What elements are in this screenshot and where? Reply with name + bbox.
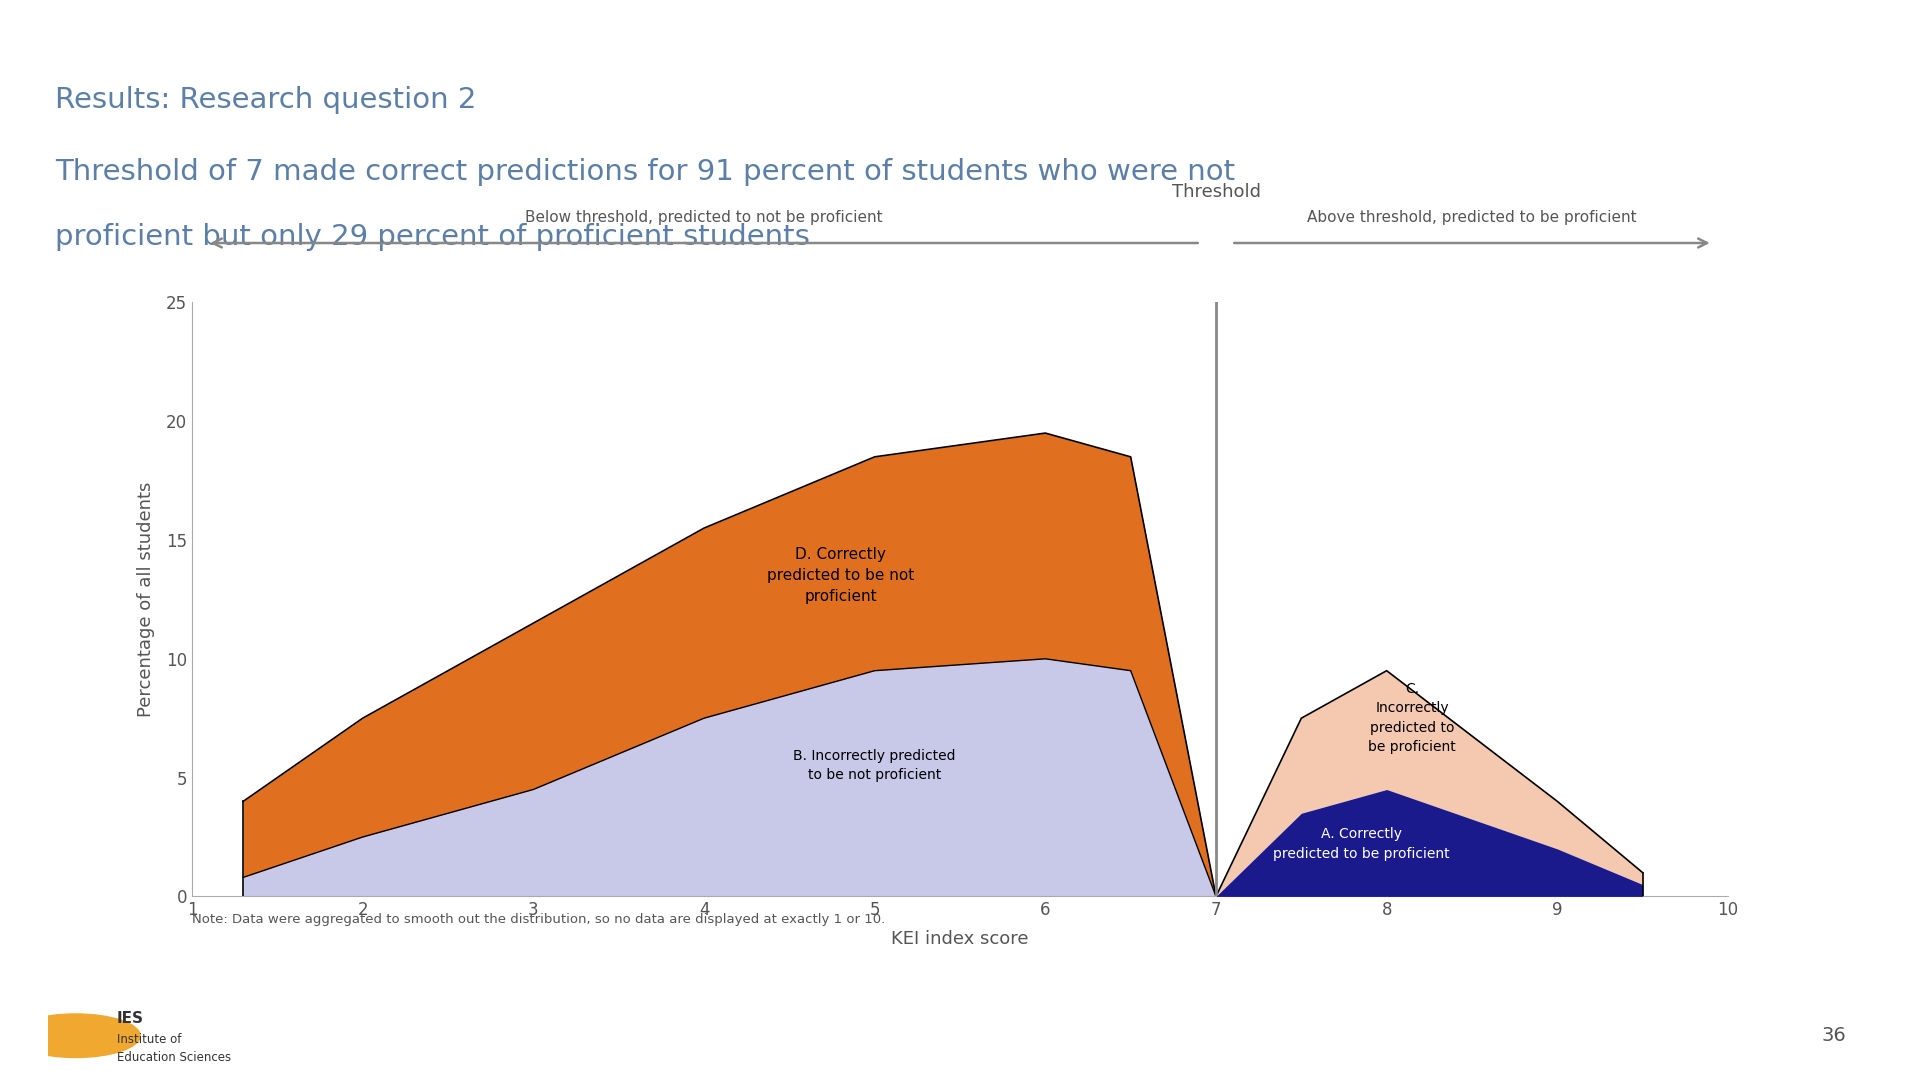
Text: B. Incorrectly predicted
to be not proficient: B. Incorrectly predicted to be not profi…	[793, 748, 956, 783]
Text: C.
Incorrectly
predicted to
be proficient: C. Incorrectly predicted to be proficien…	[1369, 681, 1455, 755]
Text: Institute of: Institute of	[117, 1034, 182, 1047]
Text: Threshold of 7 made correct predictions for 91 percent of students who were not: Threshold of 7 made correct predictions …	[54, 158, 1235, 186]
Circle shape	[12, 1014, 140, 1057]
Text: Above threshold, predicted to be proficient: Above threshold, predicted to be profici…	[1308, 211, 1638, 225]
X-axis label: KEI index score: KEI index score	[891, 930, 1029, 948]
Text: A. Correctly
predicted to be proficient: A. Correctly predicted to be proficient	[1273, 827, 1450, 861]
Text: Education Sciences: Education Sciences	[117, 1051, 230, 1064]
Text: Note: Data were aggregated to smooth out the distribution, so no data are displa: Note: Data were aggregated to smooth out…	[192, 913, 885, 926]
Text: 36: 36	[1822, 1026, 1845, 1045]
Text: Below threshold, predicted to not be proficient: Below threshold, predicted to not be pro…	[526, 211, 883, 225]
Y-axis label: Percentage of all students: Percentage of all students	[136, 482, 156, 717]
Text: IES: IES	[117, 1011, 144, 1026]
Text: Results: Research question 2: Results: Research question 2	[54, 86, 476, 113]
Text: Threshold: Threshold	[1171, 184, 1261, 201]
Text: D. Correctly
predicted to be not
proficient: D. Correctly predicted to be not profici…	[766, 548, 914, 604]
Text: proficient but only 29 percent of proficient students: proficient but only 29 percent of profic…	[54, 224, 810, 252]
